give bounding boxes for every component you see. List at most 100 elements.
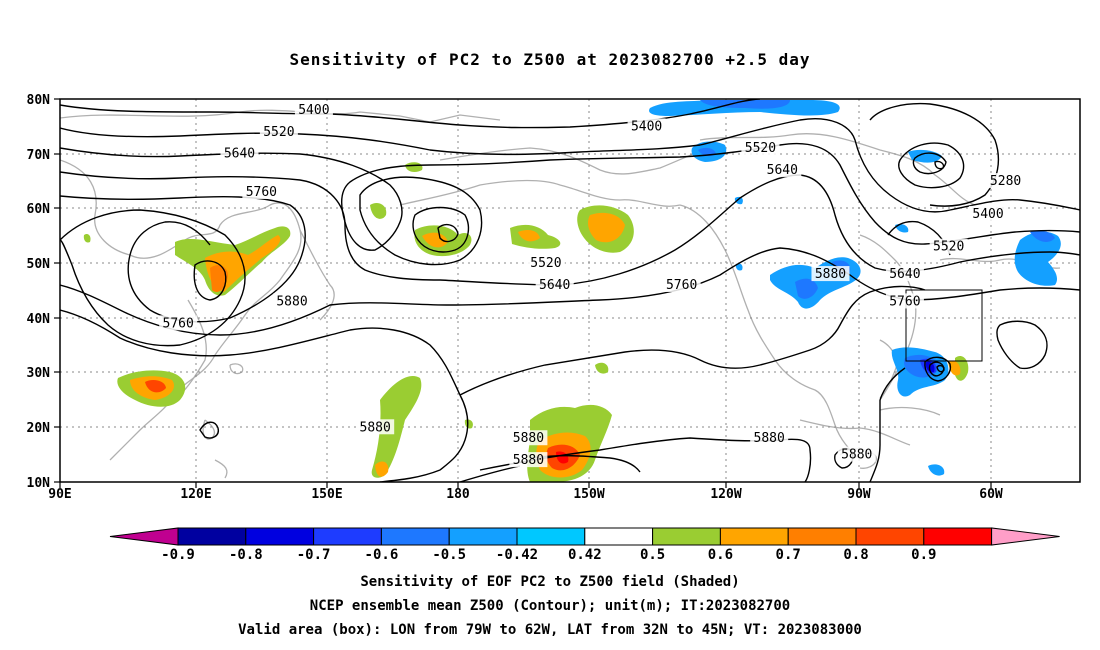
colorbar-segment [855, 527, 925, 546]
lon-label: 60W [979, 487, 1003, 502]
contour-label: 5640 [889, 267, 920, 282]
lat-label: 80N [27, 93, 51, 108]
valid-area-box [905, 289, 983, 362]
contour-label-bg [885, 293, 924, 309]
colorbar-segment [991, 527, 1060, 546]
colorbar [109, 527, 1060, 546]
contour-label-bg [509, 430, 548, 446]
contour-label: 5760 [889, 294, 920, 309]
caption-line-1: Sensitivity of EOF PC2 to Z500 field (Sh… [360, 574, 740, 590]
contour-label: 5280 [990, 174, 1021, 189]
colorbar-labels: -0.9 -0.8 -0.7 -0.6 -0.5 -0.42 0.42 0.5 0.6 0.7 0.… [161, 547, 936, 563]
colorbar-segment [584, 527, 654, 546]
contour-label-bg [627, 118, 666, 134]
z500-contours [60, 99, 1080, 482]
colorbar-segment [923, 527, 993, 546]
lat-label: 40N [27, 312, 51, 327]
contour-labels: 5400 5400 5520 5520 5640 5640 5760 5280 5400 5520… [159, 101, 1025, 468]
colorbar-label: -0.9 [161, 547, 195, 563]
map-frame [59, 98, 1081, 483]
contour-label: 5520 [745, 141, 776, 156]
lon-labels: 90E 120E 150E 180 150W 120W 90W 60W [48, 487, 1003, 502]
colorbar-label: 0.9 [911, 547, 936, 563]
contour-label-bg [811, 266, 850, 282]
lat-label: 70N [27, 148, 51, 163]
caption-line-2: NCEP ensemble mean Z500 (Contour); unit(… [309, 598, 791, 614]
contour-label: 5880 [513, 431, 544, 446]
contour-label-bg [159, 315, 198, 331]
contour-label-bg [242, 184, 281, 200]
colorbar-label: -0.42 [496, 547, 538, 563]
lon-label: 90E [48, 487, 71, 502]
contour-label-bg [509, 452, 548, 468]
contour-label: 5640 [767, 163, 798, 178]
lat-labels: 80N 70N 60N 50N 40N 30N 20N 10N [27, 93, 51, 491]
colorbar-segment [448, 527, 518, 546]
colorbar-label: -0.7 [297, 547, 331, 563]
colorbar-label: -0.5 [432, 547, 466, 563]
contour-label: 5400 [298, 103, 329, 118]
contour-label-bg [535, 277, 574, 293]
caption-line-3: Valid area (box): LON from 79W to 62W, L… [238, 622, 862, 638]
colorbar-label: 0.5 [640, 547, 665, 563]
colorbar-label: -0.6 [365, 547, 399, 563]
contour-label-bg [763, 162, 802, 178]
contour-label: 5520 [530, 256, 561, 271]
lon-label: 150E [311, 487, 342, 502]
colorbar-label: 0.6 [708, 547, 733, 563]
contour-label: 5760 [246, 185, 277, 200]
contour-label-bg [259, 123, 298, 139]
tick-marks [54, 98, 992, 488]
colorbar-segment [380, 527, 450, 546]
contour-label: 5880 [360, 420, 391, 435]
lon-label: 180 [446, 487, 470, 502]
contour-label-bg [969, 205, 1008, 221]
contour-label: 5880 [841, 448, 872, 463]
colorbar-label: 0.42 [568, 547, 602, 563]
colorbar-segment [313, 527, 382, 546]
contour-label: 5400 [631, 119, 662, 134]
lon-label: 90W [847, 487, 871, 502]
contour-label: 5400 [972, 207, 1003, 222]
contour-label-bg [986, 173, 1025, 189]
contour-label-bg [741, 140, 780, 156]
colorbar-label: 0.8 [843, 547, 868, 563]
contour-label-bg [750, 430, 789, 446]
contour-label: 5640 [539, 278, 570, 293]
colorbar-segment [177, 527, 247, 546]
contour-label: 5520 [933, 240, 964, 255]
lat-label: 60N [27, 202, 51, 217]
lat-label: 10N [27, 476, 51, 491]
lat-label: 30N [27, 366, 51, 381]
plot-title: Sensitivity of PC2 to Z500 at 2023082700… [289, 50, 811, 69]
contour-label-bg [294, 101, 333, 117]
lat-label: 50N [27, 257, 51, 272]
contour-label: 5880 [754, 431, 785, 446]
contour-label: 5760 [163, 316, 194, 331]
contour-label: 5880 [513, 453, 544, 468]
lon-label: 150W [573, 487, 604, 502]
contour-label: 5880 [276, 294, 307, 309]
colorbar-segment [109, 527, 179, 546]
contour-label: 5880 [815, 267, 846, 282]
lon-label: 120E [180, 487, 211, 502]
lat-label: 20N [27, 421, 51, 436]
colorbar-segment [719, 527, 789, 546]
contour-label-bg [356, 419, 395, 435]
colorbar-segment [516, 527, 586, 546]
contour-label-bg [837, 446, 876, 462]
contour-label-bg [885, 266, 924, 282]
contour-label-bg [273, 293, 312, 309]
colorbar-segment [787, 527, 857, 546]
colorbar-label: 0.7 [776, 547, 801, 563]
contour-label-bg [526, 255, 565, 271]
colorbar-label: -0.8 [229, 547, 263, 563]
contour-label: 5520 [263, 125, 294, 140]
shading-negative [649, 100, 1061, 476]
contour-label-bg [220, 145, 259, 161]
contour-label: 5640 [224, 147, 255, 162]
colorbar-segment [652, 527, 721, 546]
colorbar-segment [245, 527, 315, 546]
